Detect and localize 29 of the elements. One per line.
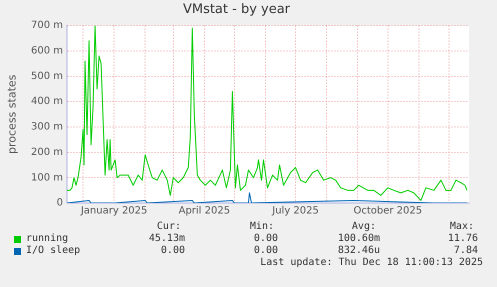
y-tick-label: 200 m xyxy=(30,146,63,158)
legend-label: running xyxy=(26,233,68,245)
text: Last update: Thu Dec 18 11:00:13 2025 xyxy=(260,257,483,269)
y-axis-title: process states xyxy=(5,74,18,154)
y-tick-label: 600 m xyxy=(30,46,63,57)
y-tick-label: 400 m xyxy=(30,96,63,108)
x-tick-label: April 2025 xyxy=(178,206,230,217)
y-tick-label: 700 m xyxy=(30,20,63,32)
y-tick-label: 100 m xyxy=(30,172,63,184)
text: 0.00 xyxy=(160,245,185,257)
legend-label: I/O sleep xyxy=(26,245,80,257)
x-tick-label: July 2025 xyxy=(271,206,319,217)
text: 0.00 xyxy=(254,245,278,257)
y-tick-label: 500 m xyxy=(30,70,63,82)
text: Min: xyxy=(250,221,274,233)
text: 832.46u xyxy=(338,245,380,257)
text: 11.76 xyxy=(448,233,478,245)
chart-title: VMstat - by year xyxy=(182,2,291,18)
text: Avg: xyxy=(352,221,376,233)
y-tick-label: 0 xyxy=(56,198,63,209)
text: Cur: xyxy=(156,221,181,233)
text: 45.13m xyxy=(148,233,185,245)
x-tick-label: October 2025 xyxy=(353,206,422,217)
text: 7.84 xyxy=(454,245,478,257)
x-tick-label: January 2025 xyxy=(80,206,148,217)
text: 0.00 xyxy=(254,233,278,245)
text: Max: xyxy=(450,221,474,233)
text: 100.60m xyxy=(338,233,380,245)
y-tick-label: 300 m xyxy=(30,122,63,133)
